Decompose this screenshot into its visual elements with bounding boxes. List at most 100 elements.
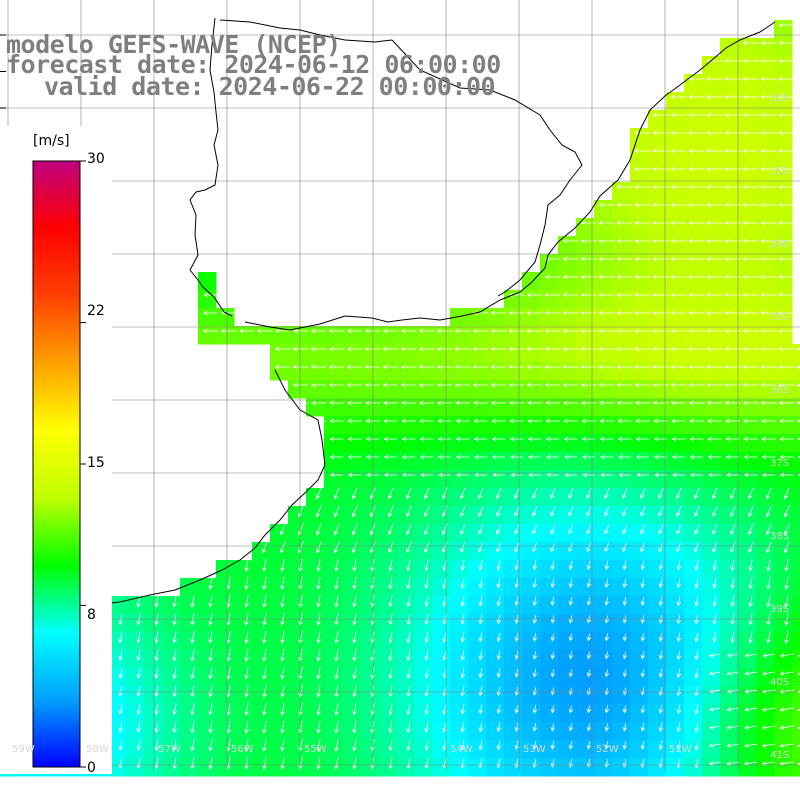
wind-arrow <box>442 523 448 536</box>
lat-label: 33S <box>770 166 790 177</box>
wind-arrow <box>582 454 596 460</box>
wind-arrow <box>496 578 501 589</box>
wind-speed-cell <box>774 398 793 417</box>
wind-arrow <box>688 94 705 100</box>
wind-speed-cell <box>522 344 541 363</box>
wind-arrow <box>671 436 686 442</box>
wind-arrow <box>760 382 777 388</box>
wind-arrow <box>670 184 687 190</box>
wind-speed-cell <box>270 560 289 579</box>
wind-speed-cell <box>558 434 577 453</box>
wind-speed-cell <box>288 686 307 705</box>
wind-speed-cell <box>522 326 541 345</box>
wind-arrow <box>454 328 471 334</box>
wind-speed-cell <box>522 650 541 669</box>
wind-speed-cell <box>648 200 667 219</box>
wind-speed-cell <box>324 668 343 687</box>
wind-speed-cell <box>666 686 685 705</box>
wind-arrow <box>478 505 484 517</box>
wind-speed-cell <box>396 344 415 363</box>
wind-speed-cell <box>648 254 667 273</box>
wind-speed-cell <box>702 56 721 75</box>
wind-arrow <box>172 667 177 680</box>
lat-label: 32S <box>770 93 790 104</box>
wind-arrow <box>724 364 741 370</box>
wind-arrow <box>604 723 610 732</box>
wind-arrow <box>676 668 682 679</box>
wind-speed-cell <box>738 650 757 669</box>
wind-arrow <box>279 523 286 536</box>
wind-speed-cell <box>378 722 397 741</box>
wind-arrow <box>580 400 597 406</box>
wind-arrow <box>136 739 141 751</box>
wind-arrow <box>329 454 344 460</box>
wind-speed-cell <box>702 380 721 399</box>
wind-arrow <box>730 541 736 553</box>
wind-arrow <box>670 256 687 262</box>
wind-arrow <box>280 576 285 590</box>
wind-speed-cell <box>504 740 523 759</box>
wind-arrow <box>474 454 488 460</box>
wind-speed-cell <box>540 632 559 651</box>
wind-arrow <box>316 649 321 662</box>
wind-arrow <box>496 668 502 678</box>
wind-arrow <box>190 667 195 680</box>
wind-speed-cell <box>378 632 397 651</box>
wind-speed-cell <box>774 650 793 669</box>
wind-arrow <box>779 671 794 676</box>
wind-speed-cell <box>792 488 800 507</box>
wind-arrow <box>784 630 789 644</box>
wind-speed-cell <box>360 362 379 381</box>
wind-speed-cell <box>720 722 739 741</box>
wind-arrow <box>478 704 484 715</box>
wind-speed-cell <box>630 488 649 507</box>
wind-speed-cell <box>540 578 559 597</box>
wind-arrow <box>618 454 632 460</box>
wind-speed-cell <box>288 524 307 543</box>
wind-speed-cell <box>540 362 559 381</box>
wind-arrow <box>406 667 411 680</box>
wind-speed-cell <box>666 362 685 381</box>
wind-speed-cell <box>108 614 127 633</box>
wind-arrow <box>550 560 556 571</box>
wind-speed-cell <box>558 542 577 561</box>
wind-arrow <box>383 400 399 406</box>
wind-speed-cell <box>684 506 703 525</box>
wind-speed-cell <box>648 650 667 669</box>
wind-speed-cell <box>720 164 739 183</box>
wind-arrow <box>154 685 159 698</box>
wind-arrow <box>460 559 465 571</box>
wind-speed-cell <box>108 650 127 669</box>
wind-speed-cell <box>360 758 379 777</box>
wind-arrow <box>420 472 434 478</box>
wind-arrow <box>676 632 682 643</box>
wind-speed-cell <box>558 668 577 687</box>
wind-speed-cell <box>594 542 613 561</box>
wind-arrow <box>460 632 465 643</box>
wind-speed-cell <box>468 488 487 507</box>
wind-speed-cell <box>648 308 667 327</box>
wind-speed-cell <box>558 398 577 417</box>
wind-arrow <box>477 487 484 500</box>
wind-speed-cell <box>450 632 469 651</box>
wind-speed-cell <box>720 344 739 363</box>
wind-arrow <box>676 542 682 553</box>
wind-speed-cell <box>360 722 379 741</box>
wind-speed-cell <box>342 434 361 453</box>
wind-speed-cell <box>486 524 505 543</box>
wind-speed-cell <box>738 308 757 327</box>
wind-arrow <box>761 436 776 442</box>
wind-speed-cell <box>702 560 721 579</box>
wind-arrow <box>496 704 502 715</box>
wind-arrow <box>424 631 429 643</box>
wind-arrow <box>688 364 705 370</box>
wind-speed-cell <box>792 596 800 615</box>
wind-arrow <box>172 721 177 734</box>
wind-speed-cell <box>360 614 379 633</box>
wind-speed-cell <box>378 758 397 777</box>
wind-speed-cell <box>702 740 721 759</box>
wind-speed-cell <box>252 668 271 687</box>
wind-arrow <box>208 649 213 662</box>
wind-arrow <box>514 632 520 642</box>
wind-speed-cell <box>414 506 433 525</box>
